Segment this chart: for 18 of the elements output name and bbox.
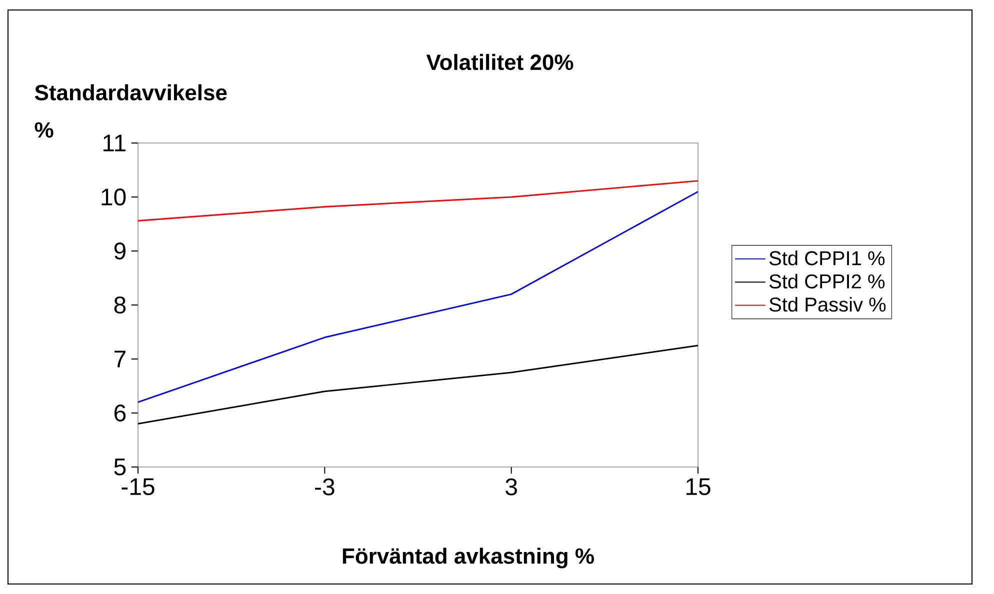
legend-label: Std CPPI1 % [769, 250, 885, 266]
y-tick-label: 8 [114, 296, 126, 314]
line-series [138, 190, 698, 403]
x-tick-label: 15 [686, 478, 710, 496]
y-tick-label: 10 [102, 188, 126, 206]
line-series [138, 344, 698, 425]
y-tick-label: 9 [114, 242, 126, 260]
y-tick-label: 7 [114, 350, 126, 368]
x-axis-title: Förväntad avkastning % [342, 548, 594, 568]
x-tick-label: 3 [506, 478, 517, 496]
legend-label: Std Passiv % [769, 296, 886, 312]
x-tick-label: -3 [315, 478, 334, 496]
legend-label: Std CPPI2 % [769, 274, 885, 288]
y-tick-label: 6 [114, 404, 126, 422]
line-series [138, 180, 698, 222]
y-tick-label: 5 [114, 458, 126, 476]
x-tick-label: -15 [122, 478, 154, 496]
chart-title: Volatilitet 20% [426, 54, 574, 70]
